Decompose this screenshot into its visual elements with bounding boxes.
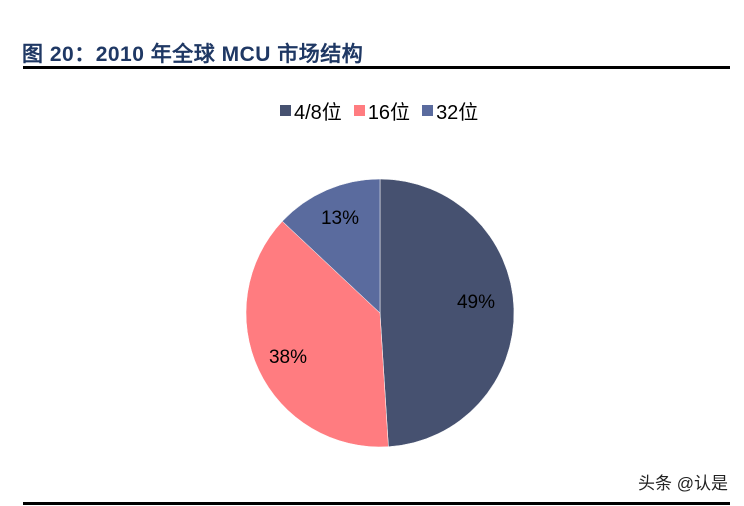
- pie-slices: [245, 178, 515, 448]
- legend-label: 4/8位: [294, 102, 342, 124]
- legend-swatch: [280, 105, 291, 116]
- slice-label-16bit: 38%: [269, 347, 307, 368]
- watermark: 头条 @认是: [638, 474, 728, 493]
- figure-title: 图 20：2010 年全球 MCU 市场结构: [22, 43, 364, 66]
- legend-label: 32位: [436, 102, 479, 124]
- legend-swatch: [422, 105, 434, 116]
- bottom-divider: [23, 502, 730, 505]
- slice-label-32bit: 13%: [321, 208, 359, 229]
- legend-item-16bit: 16位: [353, 96, 411, 125]
- slice-4-8bit: [379, 178, 515, 448]
- slice-label-4-8bit: 49%: [457, 292, 495, 313]
- legend-label: 16位: [367, 102, 411, 124]
- slice-16bit: [245, 220, 389, 448]
- title-divider: [23, 66, 730, 69]
- legend-swatch: [353, 105, 365, 116]
- legend-item-32bit: 32位: [422, 96, 478, 125]
- slice-32bit: [281, 178, 381, 314]
- chart-legend: 4/8位 16位 32位: [280, 96, 490, 125]
- legend-item-4-8bit: 4/8位: [280, 96, 342, 125]
